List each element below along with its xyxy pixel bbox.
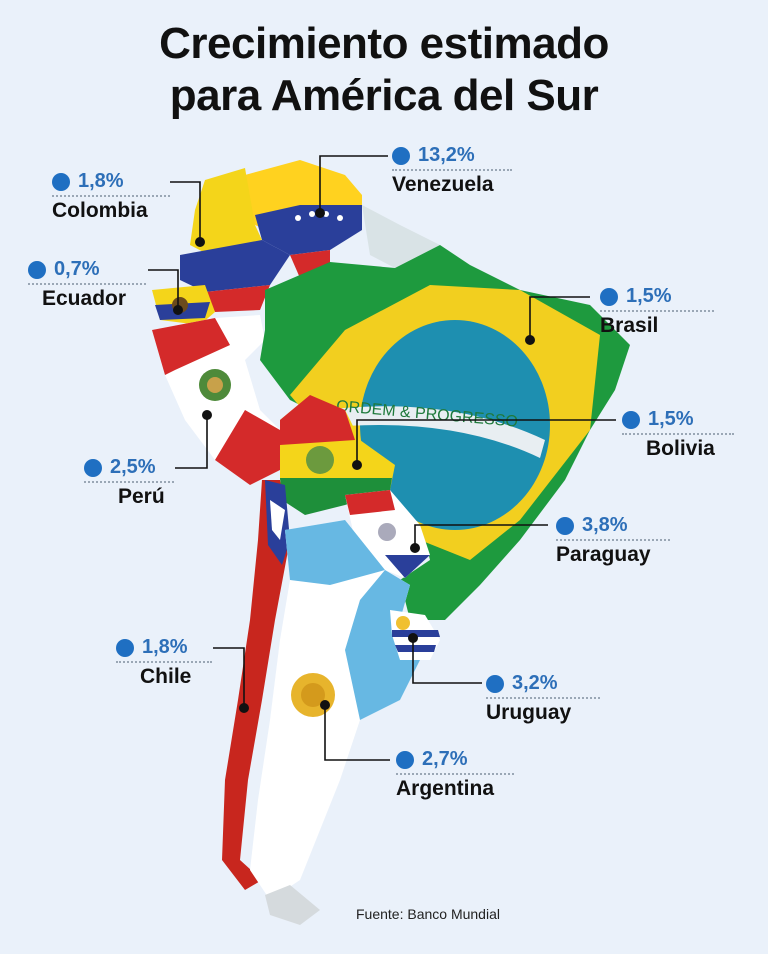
label-argentina: 2,7% Argentina (396, 748, 514, 801)
bullet-icon (28, 260, 46, 279)
peru-flag-shape (152, 315, 280, 485)
paraguay-flag-shape (345, 490, 430, 578)
label-brasil: 1,5% Brasil (600, 285, 714, 338)
label-ecuador: 0,7% Ecuador (28, 258, 146, 311)
label-paraguay: 3,8% Paraguay (556, 514, 670, 567)
bullet-icon (396, 750, 414, 769)
ecuador-flag-shape (152, 285, 215, 325)
title-line-2: para América del Sur (169, 71, 599, 120)
bullet-icon (622, 410, 640, 429)
bolivia-flag-shape (280, 395, 395, 515)
label-chile: 1,8% Chile (116, 636, 212, 689)
venezuela-flag-shape (242, 160, 362, 278)
label-bolivia: 1,5% Bolivia (622, 408, 734, 461)
leader-lines (148, 155, 616, 761)
label-venezuela: 13,2% Venezuela (392, 144, 512, 197)
argentina-flag-shape (250, 520, 420, 925)
label-colombia: 1,8% Colombia (52, 170, 170, 223)
bullet-icon (600, 287, 618, 306)
bullet-icon (392, 146, 410, 165)
bullet-icon (556, 516, 574, 535)
title-line-1: Crecimiento estimado (159, 19, 609, 68)
brazil-flag-shape: ORDEM & PROGRESSO (260, 245, 630, 620)
guyanas-shape (362, 205, 440, 268)
map-title: Crecimiento estimado para América del Su… (0, 18, 768, 122)
label-uruguay: 3,2% Uruguay (486, 672, 600, 725)
bullet-icon (116, 638, 134, 657)
leader-endpoints (173, 208, 535, 713)
bullet-icon (486, 674, 504, 693)
bullet-icon (84, 458, 102, 477)
label-peru: 2,5% Perú (84, 456, 174, 509)
bullet-icon (52, 172, 70, 191)
colombia-flag-shape (180, 168, 290, 312)
chile-flag-shape (222, 480, 290, 890)
source-note: Fuente: Banco Mundial (356, 906, 500, 922)
